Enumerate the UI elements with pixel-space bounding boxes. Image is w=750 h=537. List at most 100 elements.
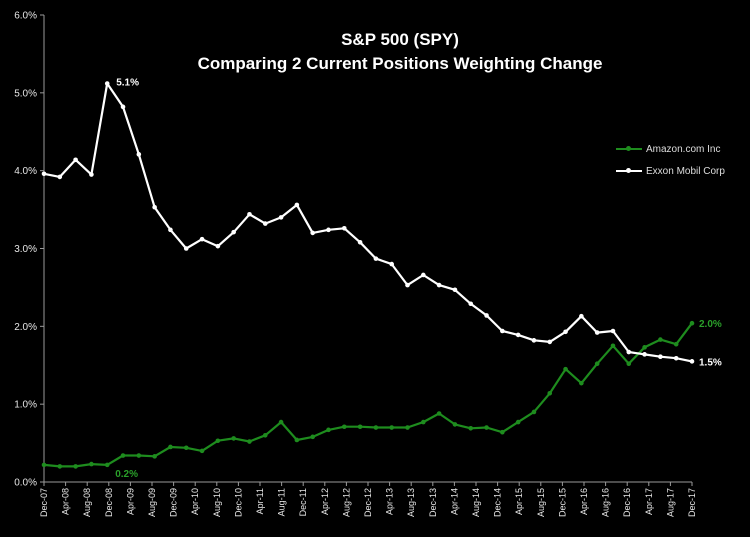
data-point-amazon [547, 390, 553, 396]
data-point-amazon [104, 462, 110, 468]
x-tick-label: Apr-13 [385, 488, 395, 515]
legend: Amazon.com Inc Exxon Mobil Corp [616, 138, 725, 182]
data-point-amazon [57, 464, 63, 469]
x-tick-label: Aug-12 [341, 488, 351, 517]
data-point-exxon [658, 354, 663, 359]
data-point-exxon [563, 329, 568, 335]
x-tick-label: Dec-08 [104, 488, 114, 517]
data-point-amazon [247, 439, 252, 444]
data-point-amazon [278, 419, 284, 425]
data-point-amazon [531, 409, 537, 415]
x-tick-label: Aug-08 [82, 488, 92, 517]
data-point-exxon [310, 230, 315, 236]
x-tick-label: Aug-09 [147, 488, 157, 517]
data-point-exxon [531, 338, 537, 343]
data-point-amazon [389, 425, 395, 430]
series-line-amazon [43, 322, 693, 468]
data-point-amazon [689, 320, 695, 326]
data-point-amazon [183, 445, 189, 451]
data-point-exxon [547, 339, 553, 345]
series-layer [41, 81, 695, 469]
x-tick-label: Dec-13 [428, 488, 438, 517]
series-exxon [41, 81, 695, 364]
y-tick-label: 4.0% [14, 166, 37, 177]
data-point-exxon [357, 239, 363, 245]
x-tick-label: Apr-10 [190, 488, 200, 515]
data-point-exxon [73, 157, 78, 163]
data-point-exxon [136, 152, 142, 157]
data-point-amazon [421, 419, 426, 425]
data-point-amazon [120, 453, 126, 458]
data-point-exxon [294, 202, 300, 208]
x-tick-label: Apr-11 [255, 488, 265, 514]
x-tick-label: Apr-17 [644, 488, 654, 515]
data-point-amazon [610, 343, 616, 349]
x-tick-label: Dec-07 [39, 488, 49, 517]
data-point-exxon [389, 261, 395, 267]
data-point-exxon [104, 81, 110, 86]
data-point-exxon [326, 227, 331, 233]
data-point-amazon [405, 425, 410, 430]
data-point-amazon [515, 419, 521, 425]
data-point-exxon [278, 215, 284, 220]
x-tick-labels: Dec-07 Apr-08 Aug-08 Dec-08 Apr-09 Aug-09 Dec-… [39, 488, 697, 517]
data-point-exxon [57, 174, 63, 180]
data-point-amazon [452, 422, 458, 427]
x-tick-label: Apr-09 [125, 488, 135, 515]
data-point-amazon [579, 380, 584, 386]
data-point-amazon [231, 436, 236, 441]
data-point-amazon [215, 438, 221, 444]
data-point-exxon [41, 171, 47, 177]
data-point-exxon [500, 328, 505, 334]
data-point-exxon [452, 287, 458, 293]
x-tick-label: Aug-14 [471, 488, 481, 517]
data-point-amazon [341, 424, 347, 430]
data-point-exxon [689, 359, 695, 364]
data-point-exxon [199, 236, 205, 242]
legend-item-amazon: Amazon.com Inc [616, 138, 725, 160]
data-point-exxon [183, 246, 189, 251]
data-point-exxon [421, 272, 426, 278]
data-point-exxon [152, 204, 157, 210]
data-point-exxon [231, 229, 236, 235]
legend-label-exxon: Exxon Mobil Corp [646, 165, 725, 177]
y-tick-label: 3.0% [14, 244, 37, 255]
data-label-exxon: 5.1% [116, 77, 139, 88]
data-point-exxon [405, 282, 410, 288]
data-point-exxon [484, 313, 489, 318]
data-point-exxon [120, 104, 126, 110]
series-amazon [41, 320, 695, 469]
data-point-exxon [341, 225, 347, 231]
x-tick-label: Apr-08 [61, 488, 71, 515]
x-tick-label: Dec-09 [169, 488, 179, 517]
data-point-amazon [357, 424, 363, 430]
x-tick-label: Dec-12 [363, 488, 373, 517]
axes [40, 14, 693, 486]
data-point-exxon [262, 221, 268, 226]
x-tick-label: Aug-15 [536, 488, 546, 517]
data-point-amazon [484, 425, 489, 430]
data-point-amazon [152, 454, 157, 459]
legend-swatch-exxon [616, 166, 642, 176]
x-tick-label: Apr-16 [579, 488, 589, 515]
x-tick-label: Aug-11 [277, 488, 287, 516]
x-tick-label: Aug-13 [406, 488, 416, 517]
data-point-exxon [515, 332, 521, 338]
x-tick-label: Apr-15 [514, 488, 524, 515]
data-point-exxon [215, 243, 221, 249]
data-point-amazon [294, 437, 300, 443]
data-point-exxon [673, 355, 679, 361]
y-tick-label: 0.0% [14, 478, 37, 489]
y-tick-labels: 0.0% 1.0% 2.0% 3.0% 4.0% 5.0% 6.0% [14, 11, 37, 489]
x-tick-label: Apr-12 [320, 488, 330, 515]
y-tick-label: 5.0% [14, 88, 37, 99]
data-point-amazon [199, 448, 205, 454]
data-point-amazon [563, 366, 568, 372]
legend-item-exxon: Exxon Mobil Corp [616, 160, 725, 182]
data-point-exxon [168, 227, 173, 233]
data-point-amazon [262, 433, 268, 438]
legend-label-amazon: Amazon.com Inc [646, 143, 721, 155]
data-point-exxon [610, 328, 616, 334]
data-point-amazon [326, 427, 331, 433]
